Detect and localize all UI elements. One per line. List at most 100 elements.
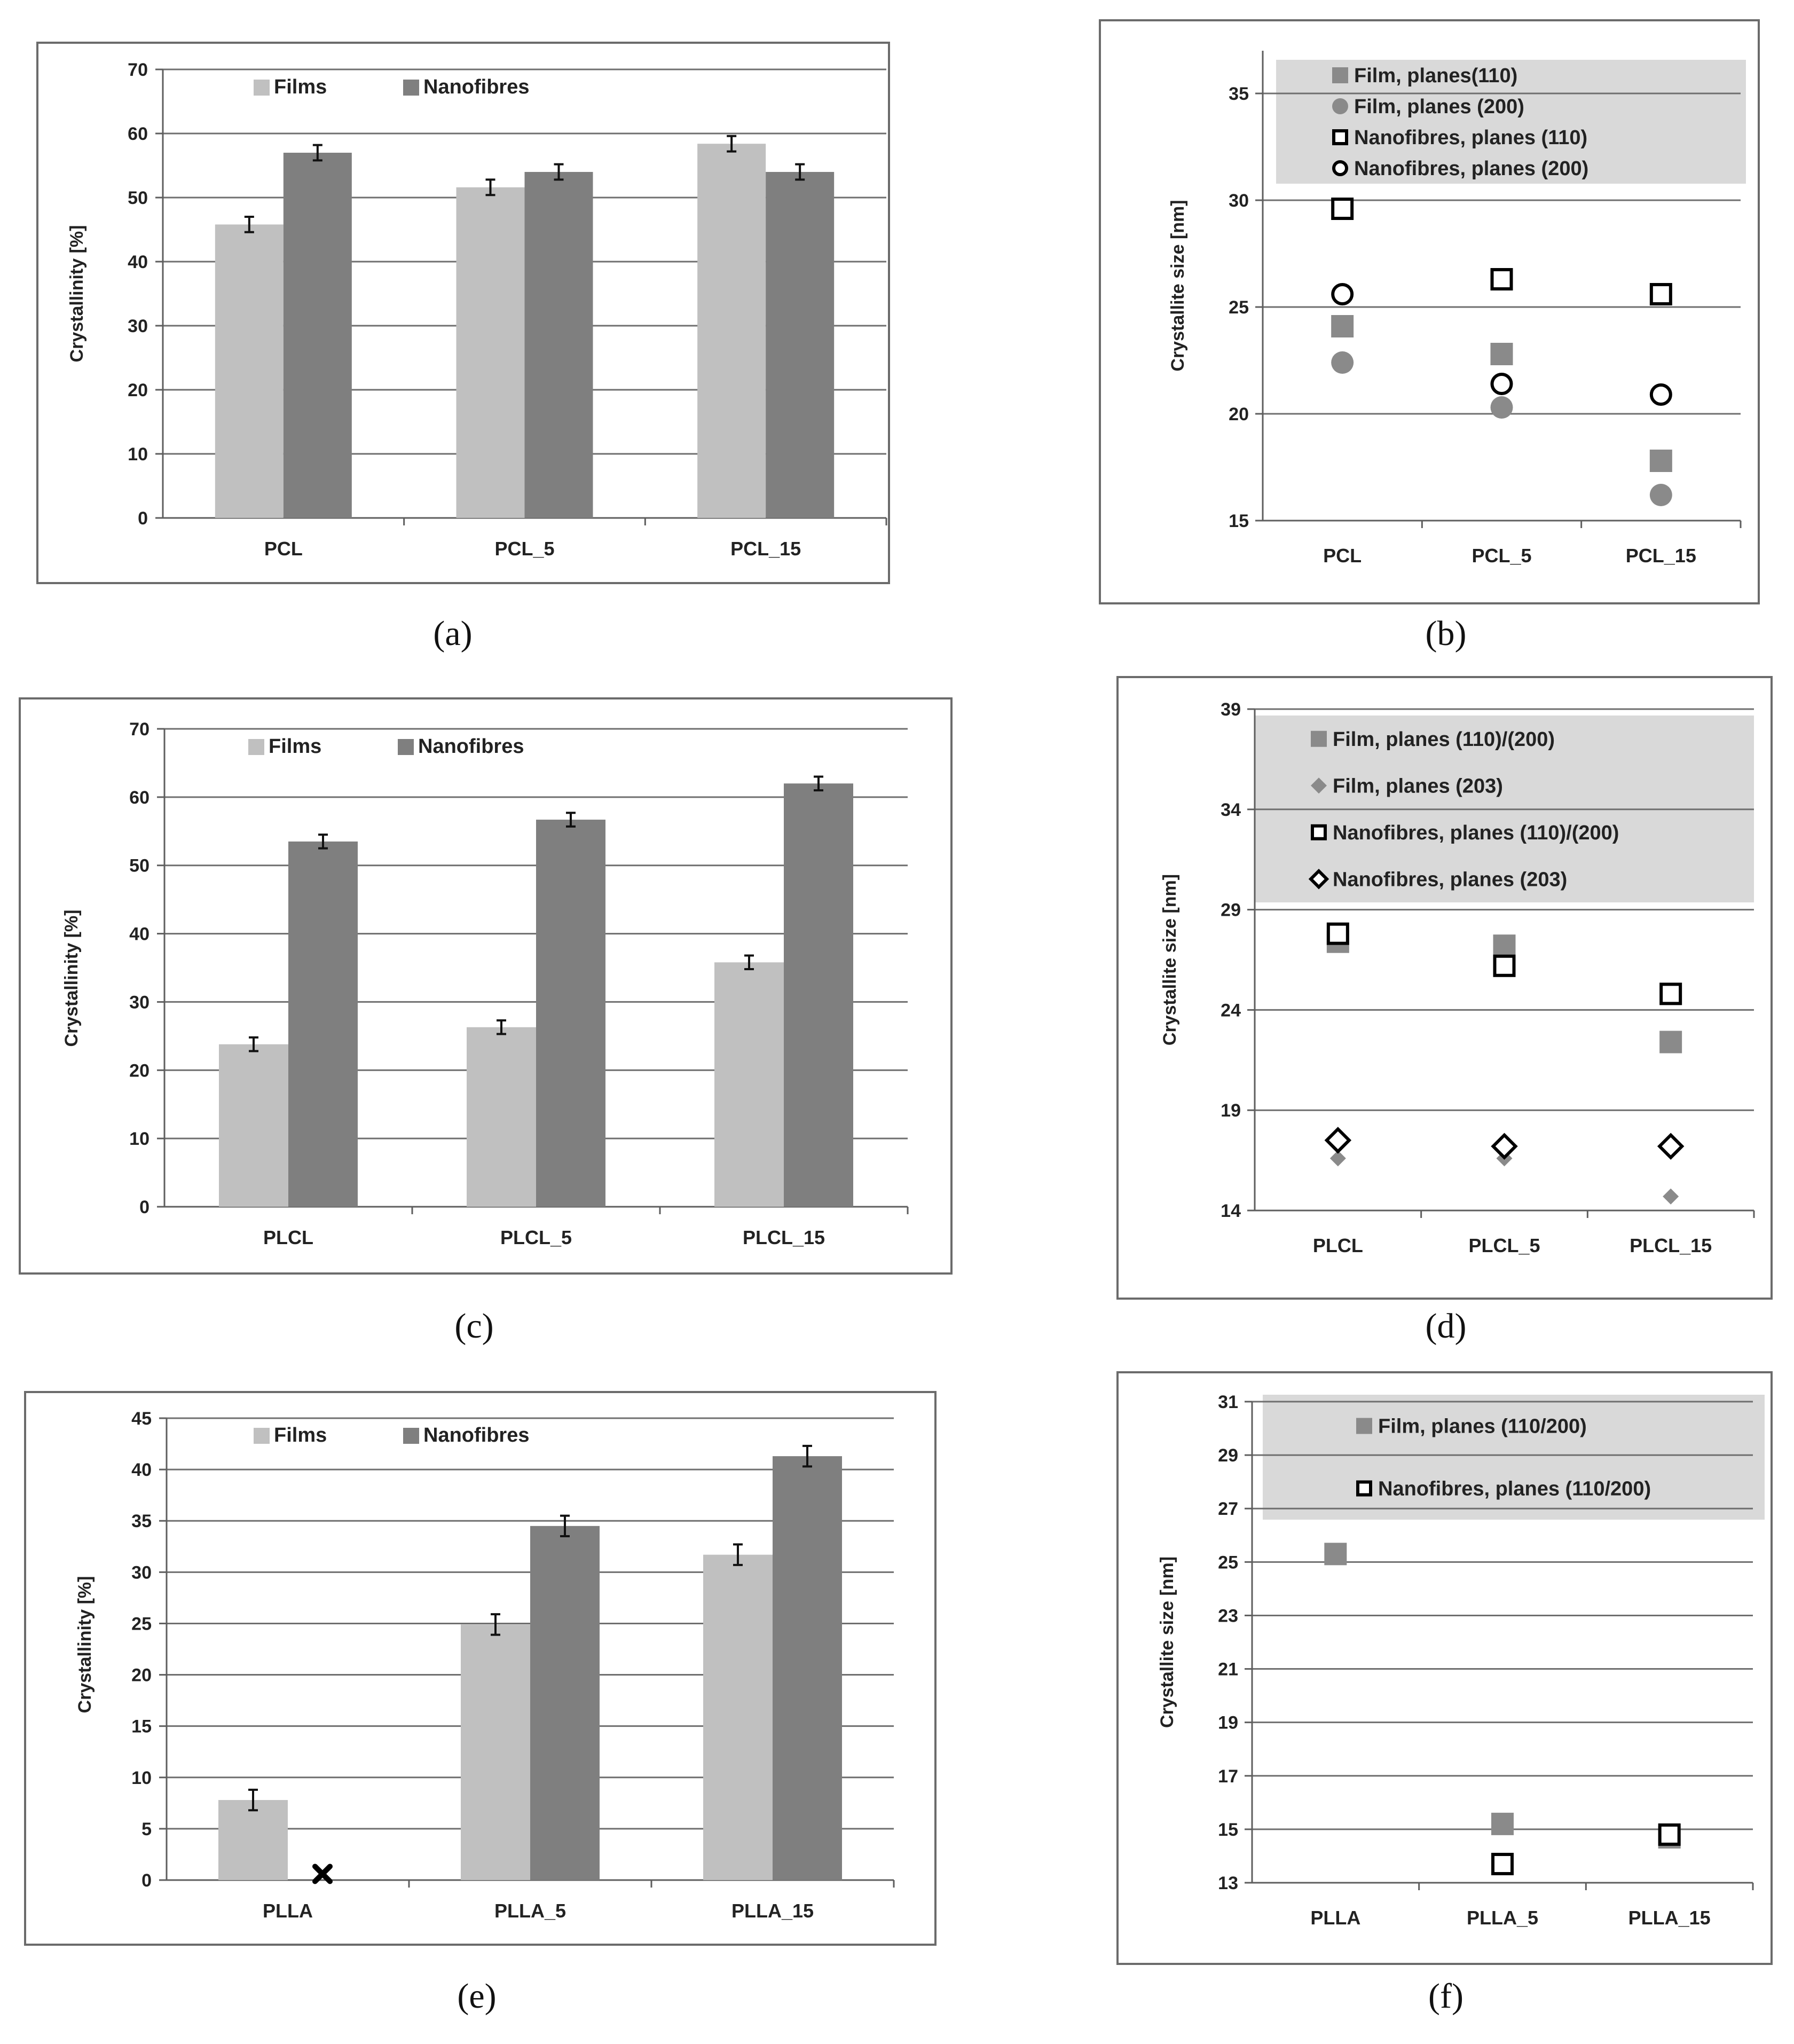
x-category-label: PLCL_15 (743, 1227, 825, 1248)
y-tick-label: 30 (131, 1562, 152, 1583)
data-point-square-open (1490, 268, 1513, 290)
chart-panel-f: 13 15 17 19 21 23 25 27 29 31 PLLA PLLA_5 PLLA_15 Fil… (1116, 1371, 1773, 2016)
data-point-square-filled (1324, 1543, 1347, 1566)
y-tick-label: 23 (1218, 1606, 1238, 1626)
x-category-label: PLLA_5 (1467, 1907, 1538, 1929)
data-point-circle-open (1490, 373, 1513, 395)
y-tick-label: 10 (131, 1768, 152, 1788)
x-category-label: PCL_15 (730, 538, 801, 560)
y-tick-label: 30 (129, 992, 150, 1012)
y-tick-label: 15 (1229, 511, 1249, 531)
y-tick-label: 20 (129, 1060, 150, 1081)
y-tick-label: 45 (131, 1409, 152, 1429)
legend-marker (1311, 777, 1327, 794)
data-point-circle-filled (1490, 396, 1513, 419)
panel-caption: (f) (1428, 1977, 1463, 2016)
y-tick-label: 30 (1229, 191, 1249, 211)
chart-panel-b: 15 20 25 30 35 PCL PCL_5 PCL_15 Film, planes(110… (1099, 19, 1760, 653)
legend-label: Nanofibres (423, 76, 529, 98)
data-point-square-filled (1491, 1812, 1514, 1835)
legend-marker (1332, 98, 1348, 114)
y-tick-label: 0 (138, 508, 148, 529)
legend-marker (1356, 1480, 1372, 1497)
y-axis-title: Crystallite size [nm] (1157, 1556, 1177, 1728)
legend-label: Films (274, 1424, 327, 1446)
bar-nanofibres (530, 1526, 600, 1880)
bar-nanofibres (773, 1456, 842, 1880)
bar-films (697, 144, 766, 518)
y-tick-label: 40 (131, 1460, 152, 1480)
data-point-square-filled (1659, 1031, 1682, 1054)
data-point-diamond-open (1324, 1127, 1352, 1154)
y-tick-label: 0 (139, 1197, 150, 1217)
y-tick-label: 27 (1218, 1499, 1238, 1519)
x-category-label: PCL_5 (1472, 545, 1531, 567)
y-tick-label: 25 (131, 1614, 152, 1634)
legend-label: Nanofibres, planes (110) (1354, 127, 1587, 149)
x-category-label: PCL_5 (494, 538, 554, 560)
data-point-square-filled (1331, 315, 1354, 337)
y-tick-label: 29 (1218, 1445, 1238, 1466)
legend-box (1263, 1395, 1765, 1520)
bar-nanofibres (283, 153, 352, 518)
y-tick-label: 21 (1218, 1660, 1238, 1680)
x-category-label: PLCL_5 (1468, 1235, 1540, 1256)
legend-swatch-films (248, 739, 264, 755)
y-tick-label: 24 (1221, 1000, 1241, 1020)
legend-label: Film, planes(110) (1354, 65, 1517, 87)
legend-marker (1332, 67, 1348, 83)
data-point-square-open (1659, 982, 1682, 1005)
legend-label: Films (269, 735, 321, 758)
panel-caption: (a) (433, 614, 472, 653)
data-point-diamond-filled (1663, 1188, 1679, 1205)
bar-films (461, 1624, 530, 1880)
chart-panel-d: 14 19 24 29 34 39 PLCL PLCL_5 PLCL_15 Film, plane… (1116, 676, 1773, 1346)
data-point-diamond-open (1491, 1133, 1518, 1160)
x-category-label: PLLA_5 (494, 1900, 566, 1922)
y-tick-label: 25 (1218, 1552, 1238, 1573)
y-tick-label: 60 (128, 124, 148, 144)
legend-label: Films (274, 76, 327, 98)
x-category-label: PLCL_15 (1630, 1235, 1712, 1256)
legend-label: Film, planes (110/200) (1378, 1416, 1587, 1438)
y-tick-label: 40 (128, 252, 148, 272)
y-tick-label: 50 (129, 856, 150, 876)
x-category-label: PLCL_5 (500, 1227, 572, 1248)
data-point-circle-filled (1331, 351, 1354, 374)
chart-panel-a: 0 10 20 30 40 50 60 70 PCL PCL_5 PCL_15 Films Nanofi… (36, 42, 890, 653)
legend-swatch-films (254, 1428, 270, 1444)
x-category-label: PLLA_15 (731, 1900, 814, 1922)
bar-nanofibres (784, 783, 853, 1207)
legend-label: Nanofibres, planes (203) (1333, 868, 1567, 891)
bar-nanofibres (536, 820, 605, 1207)
y-tick-label: 0 (141, 1870, 152, 1891)
y-tick-label: 10 (128, 444, 148, 465)
x-category-label: PLLA (1310, 1907, 1360, 1929)
legend-label: Nanofibres (423, 1424, 529, 1446)
y-tick-label: 10 (129, 1129, 150, 1149)
bar-nanofibres (288, 841, 358, 1207)
x-category-label: PLCL (263, 1227, 313, 1248)
data-point-square-filled (1490, 343, 1513, 365)
y-tick-label: 19 (1221, 1100, 1241, 1121)
y-tick-label: 40 (129, 924, 150, 945)
y-axis-title: Crystallinity [%] (75, 1576, 95, 1713)
y-tick-label: 20 (1229, 404, 1249, 424)
y-tick-label: 14 (1221, 1201, 1241, 1221)
x-category-label: PLLA (263, 1900, 313, 1922)
bar-nanofibres (524, 172, 593, 518)
y-tick-label: 5 (141, 1819, 152, 1839)
legend-label: Film, planes (203) (1333, 775, 1503, 797)
x-category-label: PCL (1323, 545, 1362, 567)
legend-marker (1311, 730, 1327, 747)
data-point-square-open (1493, 954, 1516, 977)
legend-label: Film, planes (200) (1354, 96, 1524, 118)
data-point-circle-open (1649, 383, 1672, 406)
y-tick-label: 30 (128, 316, 148, 336)
legend-swatch-nanofibres (398, 739, 414, 755)
y-axis-title: Crystallinity [%] (61, 910, 82, 1047)
data-point-diamond-filled (1329, 1150, 1346, 1167)
legend-marker (1332, 160, 1348, 176)
panel-caption: (d) (1426, 1307, 1467, 1346)
x-category-label: PCL_15 (1626, 545, 1696, 567)
